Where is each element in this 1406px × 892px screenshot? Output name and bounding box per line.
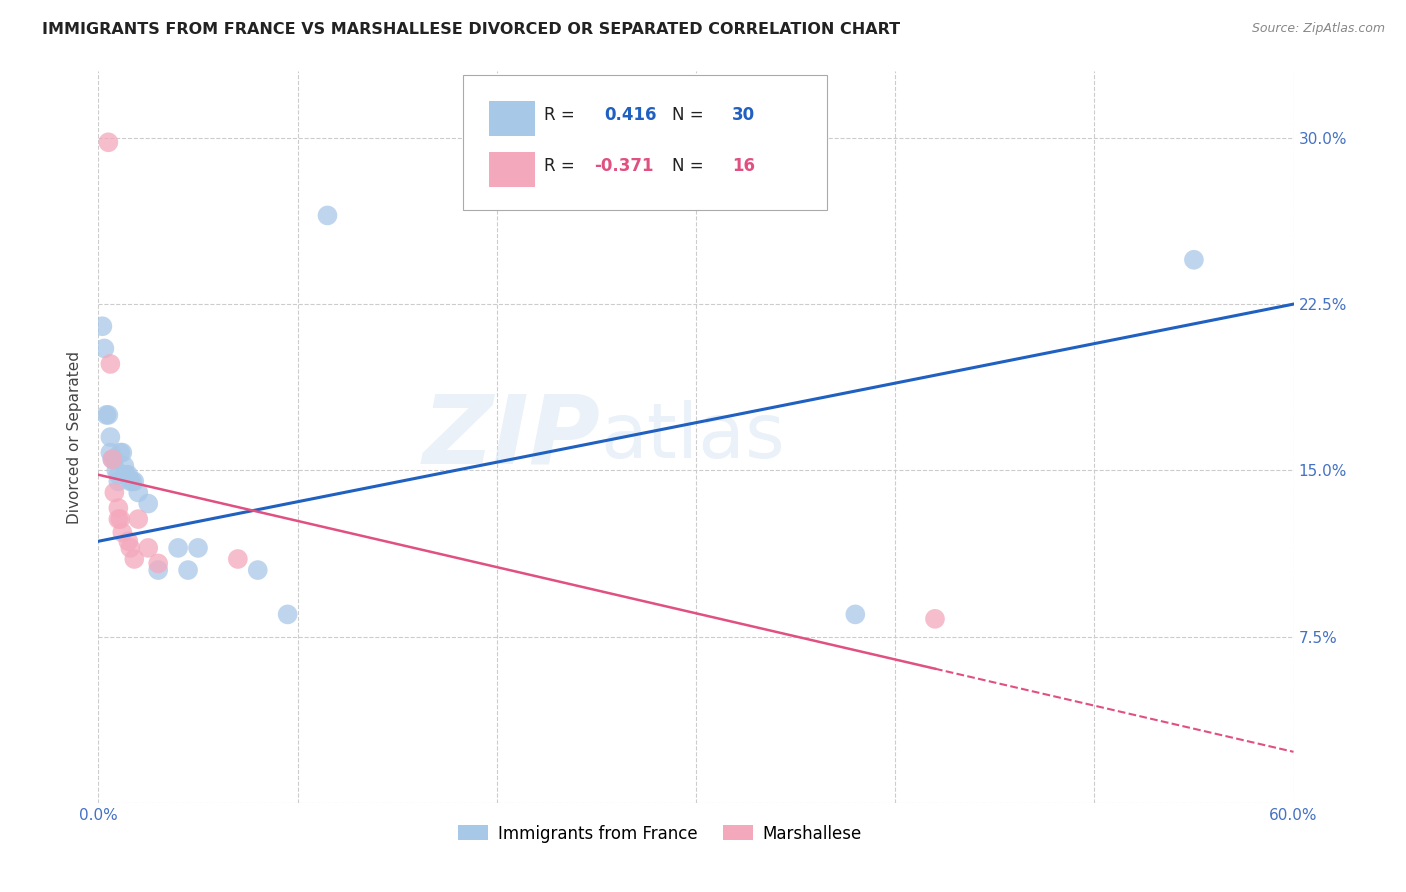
Point bbox=[127, 512, 149, 526]
Point bbox=[226, 552, 249, 566]
FancyBboxPatch shape bbox=[489, 152, 534, 187]
Point bbox=[111, 525, 134, 540]
Point bbox=[167, 541, 190, 555]
Point bbox=[120, 475, 142, 489]
FancyBboxPatch shape bbox=[463, 75, 827, 211]
Point bbox=[127, 485, 149, 500]
Point bbox=[124, 552, 146, 566]
Point bbox=[136, 497, 159, 511]
Point bbox=[148, 563, 170, 577]
Text: ZIP: ZIP bbox=[422, 391, 600, 483]
Point bbox=[121, 475, 143, 489]
Point bbox=[246, 563, 269, 577]
Point bbox=[136, 541, 159, 555]
Text: R =: R = bbox=[544, 158, 581, 176]
Text: 30: 30 bbox=[733, 106, 755, 124]
Point bbox=[107, 512, 129, 526]
Point bbox=[97, 408, 120, 422]
Text: IMMIGRANTS FROM FRANCE VS MARSHALLESE DIVORCED OR SEPARATED CORRELATION CHART: IMMIGRANTS FROM FRANCE VS MARSHALLESE DI… bbox=[42, 22, 900, 37]
Point bbox=[107, 501, 129, 516]
Text: R =: R = bbox=[544, 106, 581, 124]
Text: atlas: atlas bbox=[600, 401, 785, 474]
Point bbox=[107, 467, 129, 482]
Point bbox=[120, 541, 142, 555]
Text: N =: N = bbox=[672, 158, 709, 176]
Point bbox=[316, 209, 339, 223]
Point bbox=[124, 475, 146, 489]
Point bbox=[107, 475, 129, 489]
Point bbox=[277, 607, 299, 622]
Text: N =: N = bbox=[672, 106, 709, 124]
Point bbox=[148, 557, 170, 571]
Y-axis label: Divorced or Separated: Divorced or Separated bbox=[67, 351, 83, 524]
Point bbox=[103, 452, 125, 467]
Text: Source: ZipAtlas.com: Source: ZipAtlas.com bbox=[1251, 22, 1385, 36]
Text: 0.416: 0.416 bbox=[605, 106, 657, 124]
Point bbox=[110, 445, 132, 459]
Point bbox=[96, 408, 118, 422]
Point bbox=[98, 430, 122, 444]
Point bbox=[110, 512, 132, 526]
Point bbox=[101, 452, 124, 467]
Point bbox=[98, 445, 122, 459]
Point bbox=[115, 467, 138, 482]
FancyBboxPatch shape bbox=[489, 101, 534, 136]
Point bbox=[924, 612, 946, 626]
Point bbox=[117, 534, 139, 549]
Point bbox=[97, 136, 120, 150]
Point bbox=[105, 463, 128, 477]
Point bbox=[101, 452, 124, 467]
Point bbox=[187, 541, 209, 555]
Point bbox=[117, 467, 139, 482]
Point bbox=[1182, 252, 1205, 267]
Point bbox=[844, 607, 866, 622]
Point bbox=[177, 563, 200, 577]
Point bbox=[93, 342, 115, 356]
Legend: Immigrants from France, Marshallese: Immigrants from France, Marshallese bbox=[451, 818, 869, 849]
Point bbox=[98, 357, 122, 371]
Point bbox=[112, 458, 135, 473]
Point bbox=[91, 319, 114, 334]
Text: -0.371: -0.371 bbox=[595, 158, 654, 176]
Point bbox=[111, 445, 134, 459]
Point bbox=[103, 485, 125, 500]
Text: 16: 16 bbox=[733, 158, 755, 176]
